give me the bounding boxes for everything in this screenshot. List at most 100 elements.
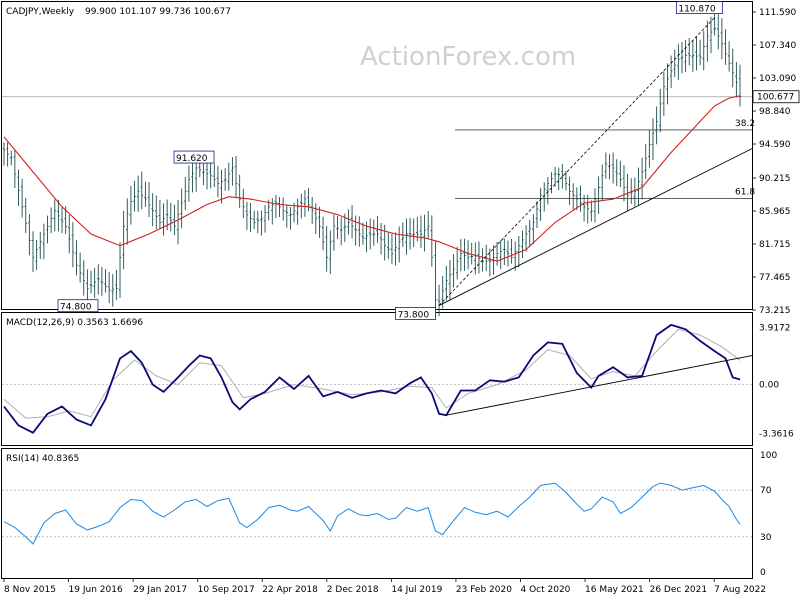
price-tick-label: 73.215 [759,306,791,316]
candle [227,162,231,191]
candle [648,130,651,168]
candle [13,149,17,189]
candle [329,230,332,274]
candle [477,241,481,274]
candle [35,239,38,271]
candle [600,164,604,202]
candle [499,240,503,269]
candle [510,238,513,264]
candle [426,210,430,240]
candle [158,200,162,230]
candle [267,199,270,221]
candle [684,39,687,73]
candle [350,204,354,239]
candle [212,163,216,187]
candle [445,265,448,301]
candle [234,156,238,199]
candle [673,49,677,78]
candle [586,194,590,224]
moving-average-line [3,95,741,262]
price-tick-label: 85.965 [759,207,791,217]
candle [724,29,727,65]
candle [122,210,125,270]
candle [249,202,252,232]
candle [111,274,115,307]
x-tick-label: 23 Feb 2020 [456,585,512,595]
annotation-box-110.870 [675,1,723,14]
candle [339,217,343,246]
annotation-91.620: 91.620 [176,154,208,164]
candle [343,213,347,242]
candle [169,202,173,232]
candle [78,252,82,283]
candle [626,173,629,211]
candle [735,61,738,98]
candle [408,217,412,250]
rsi-title: RSI(14) 40.8365 [6,454,79,464]
candle [437,284,441,317]
candle [9,150,13,166]
candle [365,221,368,253]
candle [125,198,129,245]
candle [637,167,640,206]
macd-tick-label: 3.9172 [759,324,791,334]
candle [285,204,289,228]
chart-ohlc: 99.900 101.107 99.736 100.677 [85,7,231,17]
candle [720,18,724,60]
fib-projection-line [438,17,715,306]
x-tick-label: 19 Jun 2016 [69,585,123,595]
macd-tick-label: -3.3616 [759,430,794,440]
candle [368,218,372,250]
candle [71,222,75,268]
candle [216,166,220,198]
candle [677,43,680,80]
candle [448,260,452,300]
candle [100,266,104,296]
candle [528,219,532,246]
x-tick-label: 8 Nov 2015 [4,585,56,595]
price-lines [3,17,753,306]
candle [274,194,278,219]
candle [713,13,716,36]
fib-label-38.2: 38.2 [735,119,755,129]
candle [6,142,9,167]
candle [571,183,575,211]
candle [532,214,535,245]
candle [524,225,528,252]
candle [238,174,241,208]
candle [321,216,325,251]
price-tick-label: 107.340 [759,41,796,51]
candle [455,246,459,280]
candle [75,240,78,276]
rsi-panel [1,448,753,579]
candle [115,269,118,300]
candle [354,215,357,246]
candle [162,203,165,236]
candle [611,152,615,184]
candle [470,242,474,265]
candle [738,64,742,107]
support-trendline [438,148,753,306]
x-tick-label: 14 Jul 2019 [391,585,442,595]
candle [619,160,622,188]
candle [220,169,223,204]
candle [176,199,180,245]
candle [118,242,122,298]
candle [96,264,100,295]
candle [133,180,136,212]
candle [136,175,140,212]
candle [644,143,648,180]
x-tick-label: 2 Dec 2018 [327,585,379,595]
price-tick-label: 81.715 [759,240,791,250]
candle [256,210,260,234]
candle [187,165,191,202]
candle [716,13,720,50]
candle [209,159,212,189]
candle [151,193,154,227]
fib-label-61.8: 61.8 [735,187,755,197]
candle [553,166,557,187]
watermark: ActionForex.com [360,42,576,72]
candle [82,260,86,296]
price-tick-label: 90.215 [759,174,791,184]
